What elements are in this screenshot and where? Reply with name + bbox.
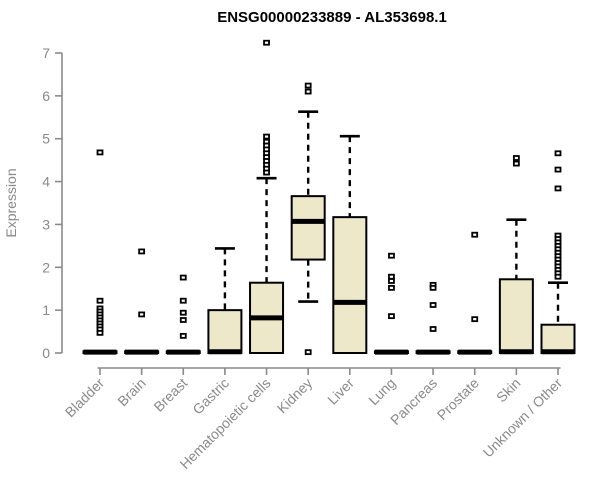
y-tick-label: 7 — [42, 45, 50, 61]
outlier-point — [304, 88, 312, 95]
x-tick-label: Prostate — [434, 375, 482, 423]
outlier-point — [471, 231, 479, 238]
outlier-point — [304, 349, 312, 356]
outlier-point — [471, 316, 479, 323]
outlier-point — [554, 185, 562, 192]
x-tick-label: Lung — [365, 375, 398, 408]
outlier-point — [304, 82, 312, 89]
outlier-point — [263, 169, 270, 176]
box-liver — [332, 216, 368, 354]
x-tick-label: Brain — [114, 375, 148, 409]
box-unknown-other — [540, 323, 576, 355]
outlier-point — [388, 284, 395, 291]
outlier-point — [179, 332, 187, 339]
x-tick-label: Kidney — [274, 375, 316, 417]
box-kidney — [290, 195, 326, 261]
outlier-point — [263, 39, 270, 46]
outlier-point — [179, 309, 187, 316]
y-tick-label: 2 — [42, 259, 50, 275]
outlier-point — [512, 160, 520, 167]
outlier-point — [138, 311, 146, 318]
outlier-point — [429, 326, 437, 332]
y-tick-label: 4 — [42, 174, 50, 190]
outlier-point — [554, 166, 562, 173]
outlier-point — [429, 284, 437, 291]
outlier-point — [179, 317, 187, 323]
box-skin — [498, 278, 534, 354]
x-tick-label: Bladder — [62, 375, 108, 421]
outlier-point — [179, 297, 187, 304]
x-tick-label: Skin — [493, 375, 524, 406]
outlier-point — [429, 302, 437, 308]
outlier-point — [554, 273, 562, 280]
outlier-point — [96, 149, 104, 156]
outlier-point — [263, 133, 270, 140]
y-tick-label: 6 — [42, 88, 50, 104]
x-tick-label: Liver — [324, 375, 357, 408]
outlier-point — [388, 252, 395, 259]
outlier-point — [554, 150, 562, 157]
y-tick-label: 1 — [42, 302, 50, 318]
outlier-point — [179, 274, 187, 281]
outlier-point — [96, 297, 104, 304]
chart-title: ENSG00000233889 - AL353698.1 — [217, 9, 447, 26]
outlier-point — [388, 313, 395, 320]
outlier-point — [96, 329, 104, 336]
x-tick-label: Breast — [150, 375, 190, 415]
y-axis-label: Expression — [3, 168, 19, 237]
outlier-point — [388, 278, 395, 284]
y-tick-label: 3 — [42, 216, 50, 232]
y-tick-label: 5 — [42, 131, 50, 147]
y-tick-label: 0 — [42, 345, 50, 361]
outlier-point — [512, 155, 520, 161]
box-gastric — [207, 309, 243, 354]
outlier-point — [138, 248, 146, 255]
x-tick-label: Unknown / Other — [480, 375, 566, 461]
